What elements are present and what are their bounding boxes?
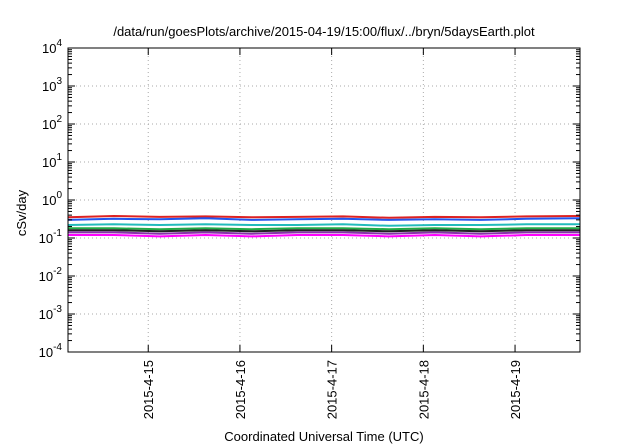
series-lines bbox=[67, 214, 581, 238]
y-axis: 10-4 10-3 10-2 10-1 100 101 102 103 104 bbox=[39, 38, 580, 360]
y-tick-label: 102 bbox=[42, 114, 62, 132]
series-line-5 bbox=[68, 229, 580, 233]
x-tick-label: 2015-4-15 bbox=[141, 360, 156, 419]
series-line-2 bbox=[67, 217, 581, 221]
grid bbox=[68, 47, 580, 353]
x-tick-label: 2015-4-16 bbox=[233, 360, 248, 419]
x-tick-label: 2015-4-17 bbox=[325, 360, 340, 419]
series-line-7 bbox=[68, 233, 580, 238]
y-tick-label: 10-1 bbox=[39, 228, 63, 246]
x-tick-label: 2015-4-18 bbox=[416, 360, 431, 419]
series-line-6 bbox=[68, 231, 580, 235]
y-tick-label: 100 bbox=[42, 190, 62, 208]
chart-title: /data/run/goesPlots/archive/2015-04-19/1… bbox=[113, 24, 535, 39]
x-axis-label: Coordinated Universal Time (UTC) bbox=[224, 429, 423, 444]
series-line-1 bbox=[67, 214, 581, 219]
y-tick-label: 103 bbox=[42, 76, 62, 94]
y-tick-label: 101 bbox=[42, 152, 62, 170]
y-tick-label: 104 bbox=[42, 38, 62, 56]
y-tick-label: 10-3 bbox=[39, 304, 63, 322]
series-line-4 bbox=[68, 227, 580, 231]
x-axis: 2015-4-15 2015-4-16 2015-4-17 2015-4-18 2015… bbox=[141, 48, 523, 419]
y-tick-label: 10-2 bbox=[39, 266, 63, 284]
y-tick-label: 10-4 bbox=[39, 342, 63, 360]
x-tick-label: 2015-4-19 bbox=[508, 360, 523, 419]
series-line-3 bbox=[67, 223, 580, 227]
y-axis-label: cSv/day bbox=[14, 189, 29, 236]
